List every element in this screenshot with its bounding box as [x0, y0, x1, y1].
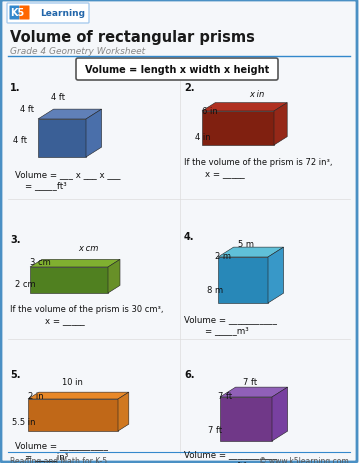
- Polygon shape: [86, 110, 102, 158]
- Polygon shape: [118, 392, 129, 431]
- Text: Reading and Math for K-5: Reading and Math for K-5: [10, 456, 107, 463]
- Polygon shape: [38, 110, 102, 120]
- Text: x in: x in: [249, 90, 264, 99]
- Text: 7 ft: 7 ft: [208, 425, 222, 434]
- Polygon shape: [30, 268, 108, 294]
- FancyBboxPatch shape: [9, 6, 19, 20]
- Text: © www.k5learning.com: © www.k5learning.com: [259, 456, 349, 463]
- Text: Grade 4 Geometry Worksheet: Grade 4 Geometry Worksheet: [10, 47, 145, 56]
- Polygon shape: [218, 257, 268, 303]
- Text: = _____in³: = _____in³: [25, 451, 68, 460]
- Text: x cm: x cm: [78, 244, 98, 252]
- Text: 5 m: 5 m: [238, 239, 254, 249]
- Polygon shape: [108, 260, 120, 294]
- Text: 7 ft: 7 ft: [243, 377, 257, 386]
- Text: x = _____: x = _____: [45, 315, 85, 324]
- Polygon shape: [30, 260, 120, 268]
- Polygon shape: [268, 248, 284, 303]
- Text: 2.: 2.: [184, 83, 195, 93]
- Polygon shape: [28, 399, 118, 431]
- Polygon shape: [272, 387, 288, 441]
- Polygon shape: [202, 103, 287, 112]
- Text: Volume of rectangular prisms: Volume of rectangular prisms: [10, 30, 255, 45]
- Polygon shape: [28, 392, 129, 399]
- FancyBboxPatch shape: [19, 6, 29, 20]
- Text: 7 ft: 7 ft: [218, 391, 232, 400]
- Text: Learning: Learning: [40, 9, 85, 18]
- Text: K5: K5: [10, 8, 25, 19]
- Text: = _____ft³: = _____ft³: [25, 181, 67, 189]
- Text: 2 m: 2 m: [215, 251, 231, 260]
- Text: Volume = length x width x height: Volume = length x width x height: [85, 65, 269, 75]
- Text: If the volume of the prism is 30 cm³,: If the volume of the prism is 30 cm³,: [10, 304, 163, 313]
- FancyBboxPatch shape: [76, 59, 278, 81]
- Text: 8 m: 8 m: [207, 285, 223, 294]
- Polygon shape: [274, 103, 287, 146]
- Text: = _____ft³: = _____ft³: [205, 460, 247, 463]
- Text: Volume = ___ x ___ x ___: Volume = ___ x ___ x ___: [15, 169, 121, 179]
- Text: 6 in: 6 in: [202, 107, 218, 116]
- Text: If the volume of the prism is 72 in³,: If the volume of the prism is 72 in³,: [184, 158, 332, 167]
- Text: 4 ft: 4 ft: [13, 136, 27, 144]
- Text: 6.: 6.: [184, 369, 195, 379]
- Text: 2 cm: 2 cm: [15, 279, 36, 288]
- FancyBboxPatch shape: [7, 4, 89, 24]
- Polygon shape: [220, 397, 272, 441]
- Text: 5.5 in: 5.5 in: [12, 417, 36, 426]
- Text: Volume = ___________: Volume = ___________: [184, 314, 277, 323]
- Text: 3 cm: 3 cm: [30, 257, 51, 266]
- Text: 10 in: 10 in: [61, 377, 83, 386]
- Text: 3.: 3.: [10, 234, 20, 244]
- Text: 5.: 5.: [10, 369, 20, 379]
- Polygon shape: [218, 248, 284, 257]
- Text: 2 in: 2 in: [28, 391, 44, 400]
- Polygon shape: [38, 120, 86, 158]
- Text: 4 ft: 4 ft: [51, 93, 65, 102]
- Text: 4 in: 4 in: [195, 133, 211, 142]
- Text: 1.: 1.: [10, 83, 20, 93]
- Polygon shape: [220, 387, 288, 397]
- Text: = _____m³: = _____m³: [205, 325, 249, 334]
- Text: Volume = ___________: Volume = ___________: [184, 449, 277, 458]
- Text: Volume = ___________: Volume = ___________: [15, 440, 108, 449]
- Text: 4.: 4.: [184, 232, 195, 242]
- Text: 4 ft: 4 ft: [20, 105, 34, 114]
- Polygon shape: [202, 112, 274, 146]
- Text: x = _____: x = _____: [205, 169, 245, 178]
